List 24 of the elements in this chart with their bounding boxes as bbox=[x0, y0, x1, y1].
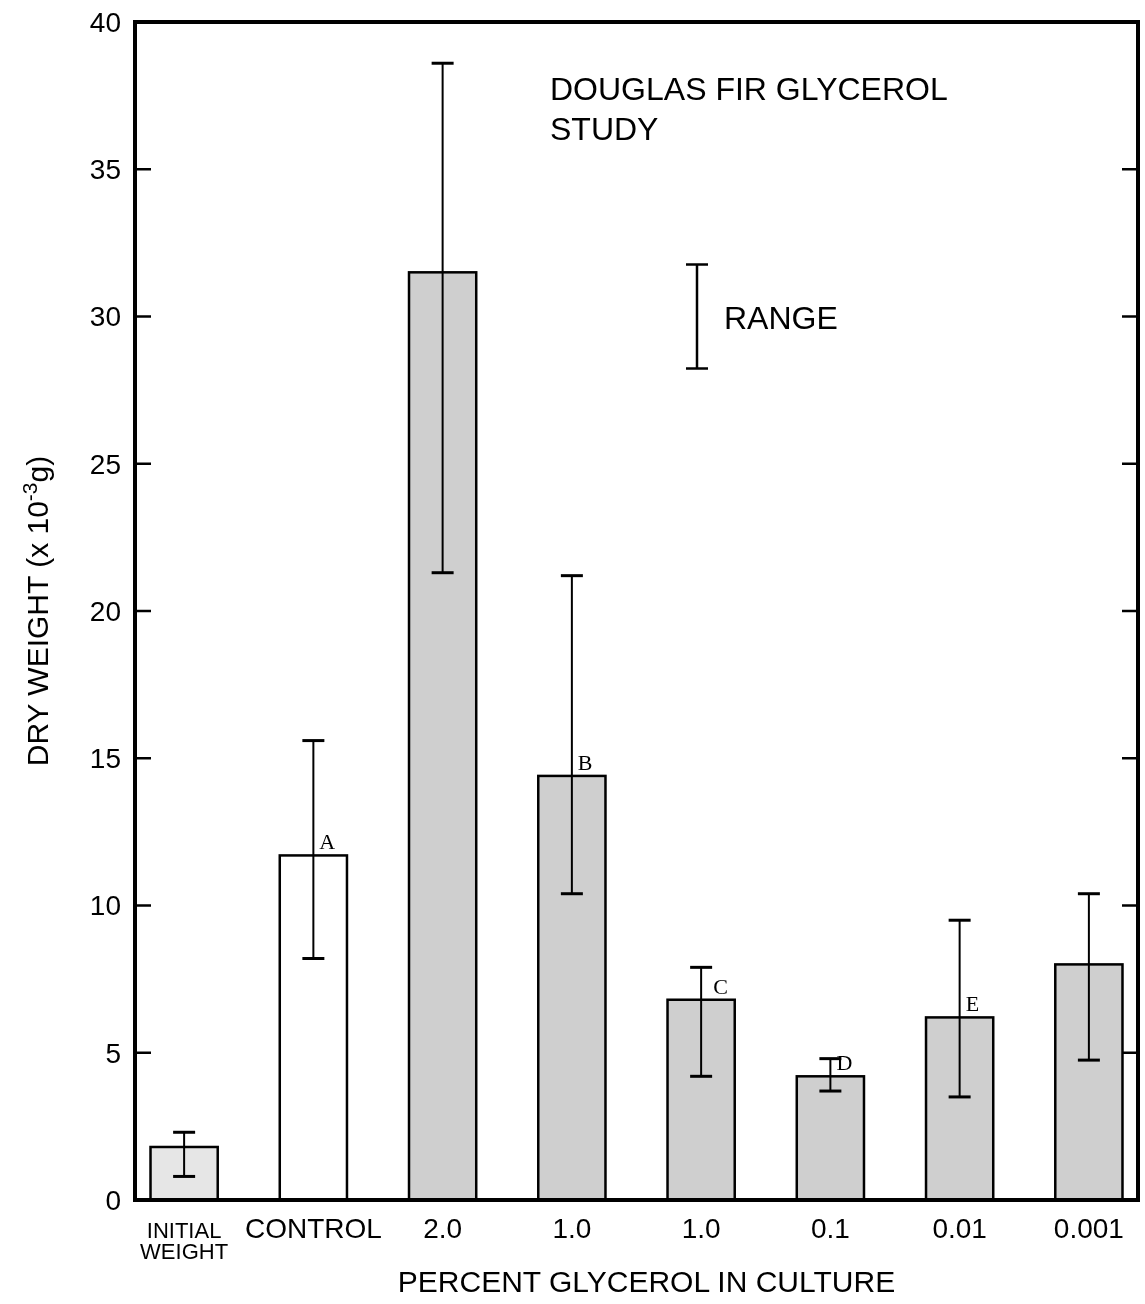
y-tick-label: 20 bbox=[89, 595, 121, 627]
x-tick-label: 2.0 bbox=[423, 1213, 463, 1244]
annotation: A bbox=[319, 829, 336, 855]
x-tick-label: 0.1 bbox=[810, 1213, 850, 1244]
y-tick-label: 15 bbox=[89, 743, 121, 775]
y-tick-label: 5 bbox=[105, 1037, 121, 1069]
annotation: RANGE bbox=[724, 299, 838, 336]
text: DOUGLAS FIR GLYCEROL STUDY bbox=[550, 71, 948, 147]
y-tick-label: 25 bbox=[89, 448, 121, 480]
x-axis-title: PERCENT GLYCEROL IN CULTURE bbox=[397, 1265, 896, 1298]
x-tick-label: 1.0 bbox=[681, 1213, 721, 1244]
annotation: B bbox=[577, 749, 593, 775]
x-tick-label: INITIAL WEIGHT bbox=[140, 1218, 229, 1264]
x-tick-label: CONTROL bbox=[244, 1213, 382, 1244]
x-tick-label: 1.0 bbox=[552, 1213, 592, 1244]
y-tick-label: 40 bbox=[89, 6, 121, 38]
y-tick-label: 10 bbox=[89, 890, 121, 922]
y-tick-label: 0 bbox=[105, 1184, 121, 1216]
annotation: C bbox=[713, 973, 728, 999]
x-tick-label: 0.001 bbox=[1053, 1213, 1124, 1244]
y-tick-label: 30 bbox=[89, 301, 121, 333]
x-tick-label: 0.01 bbox=[932, 1213, 987, 1244]
annotation: E bbox=[965, 991, 980, 1017]
y-tick-label: 35 bbox=[89, 154, 121, 186]
